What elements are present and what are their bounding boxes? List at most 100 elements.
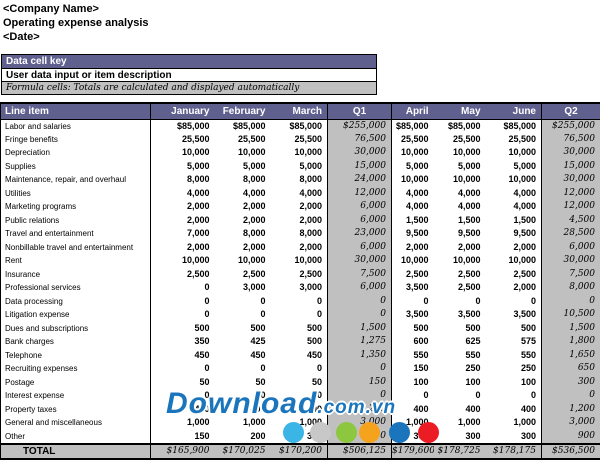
- month-value-cell[interactable]: 400: [306, 403, 322, 414]
- quarter-formula-cell[interactable]: 8,000: [541, 281, 600, 295]
- quarter-formula-cell[interactable]: 24,000: [327, 173, 392, 187]
- quarter-formula-cell[interactable]: 6,000: [541, 240, 600, 254]
- quarter-formula-cell[interactable]: 1,800: [541, 335, 600, 349]
- month-value-cell[interactable]: 10,000: [452, 255, 481, 266]
- month-value-cell[interactable]: 300: [520, 430, 536, 441]
- month-value-cell[interactable]: 25,500: [294, 133, 322, 144]
- total-value-cell[interactable]: $179,600: [391, 442, 434, 459]
- month-value-cell[interactable]: 10,000: [508, 174, 536, 185]
- month-value-cell[interactable]: 3,000: [242, 282, 266, 293]
- quarter-formula-cell[interactable]: 1,275: [327, 335, 392, 349]
- row-label-cell[interactable]: Recruiting expenses: [0, 362, 151, 376]
- month-value-cell[interactable]: 4,000: [513, 201, 536, 212]
- month-value-cell[interactable]: 4,000: [457, 187, 481, 198]
- quarter-formula-cell[interactable]: 300: [541, 375, 600, 389]
- month-value-cell[interactable]: 0: [423, 295, 429, 306]
- month-value-cell[interactable]: 4,000: [513, 187, 536, 198]
- row-label-cell[interactable]: Depreciation: [0, 146, 151, 160]
- row-label-cell[interactable]: Nonbillable travel and entertainment: [0, 240, 151, 254]
- quarter-formula-cell[interactable]: 12,000: [327, 186, 392, 200]
- total-value-cell[interactable]: $165,900: [150, 442, 215, 459]
- quarter-formula-cell[interactable]: 28,500: [541, 227, 600, 241]
- row-label-cell[interactable]: Fringe benefits: [0, 132, 151, 146]
- month-value-cell[interactable]: 550: [520, 349, 536, 360]
- quarter-formula-cell[interactable]: 1,500: [541, 321, 600, 335]
- quarter-formula-cell[interactable]: 30,000: [541, 146, 600, 160]
- month-value-cell[interactable]: $85,000: [395, 120, 429, 131]
- quarter-formula-cell[interactable]: 6,000: [327, 200, 392, 214]
- quarter-formula-cell[interactable]: 30,000: [327, 146, 392, 160]
- month-value-cell[interactable]: 400: [194, 403, 210, 414]
- month-value-cell[interactable]: 9,500: [457, 228, 481, 239]
- row-label-cell[interactable]: Public relations: [0, 213, 151, 227]
- quarter-formula-cell[interactable]: 12,000: [541, 200, 600, 214]
- quarter-formula-cell[interactable]: 6,000: [327, 281, 392, 295]
- quarter-formula-cell[interactable]: 0: [327, 308, 392, 322]
- month-value-cell[interactable]: 400: [413, 403, 429, 414]
- quarter-formula-cell[interactable]: 4,500: [541, 213, 600, 227]
- month-value-cell[interactable]: $85,000: [232, 120, 266, 131]
- month-value-cell[interactable]: 0: [204, 295, 210, 306]
- month-value-cell[interactable]: 4,000: [242, 187, 266, 198]
- total-value-cell[interactable]: $170,200: [270, 442, 328, 459]
- month-value-cell[interactable]: 0: [423, 390, 429, 401]
- month-value-cell[interactable]: 500: [194, 322, 210, 333]
- month-value-cell[interactable]: 350: [194, 336, 210, 347]
- row-label-cell[interactable]: Dues and subscriptions: [0, 321, 151, 335]
- row-label-cell[interactable]: Insurance: [0, 267, 151, 281]
- quarter-formula-cell[interactable]: 900: [541, 429, 600, 444]
- month-value-cell[interactable]: 1,000: [242, 417, 266, 428]
- month-value-cell[interactable]: 0: [204, 390, 210, 401]
- quarter-formula-cell[interactable]: 0: [541, 294, 600, 308]
- month-value-cell[interactable]: 0: [260, 390, 266, 401]
- month-value-cell[interactable]: 50: [255, 376, 266, 387]
- month-value-cell[interactable]: 2,000: [242, 214, 266, 225]
- row-label-cell[interactable]: General and miscellaneous: [0, 416, 151, 430]
- quarter-formula-cell[interactable]: 23,000: [327, 227, 392, 241]
- quarter-formula-cell[interactable]: 6,000: [327, 240, 392, 254]
- month-value-cell[interactable]: 8,000: [299, 174, 322, 185]
- row-label-cell[interactable]: Utilities: [0, 186, 151, 200]
- month-value-cell[interactable]: 625: [465, 336, 481, 347]
- month-value-cell[interactable]: 8,000: [186, 174, 210, 185]
- quarter-formula-cell[interactable]: 3,000: [541, 416, 600, 430]
- month-value-cell[interactable]: 100: [413, 376, 429, 387]
- month-value-cell[interactable]: 25,500: [508, 133, 536, 144]
- month-value-cell[interactable]: 3,000: [299, 282, 322, 293]
- month-value-cell[interactable]: 4,000: [405, 187, 429, 198]
- month-value-cell[interactable]: 9,500: [405, 228, 429, 239]
- month-value-cell[interactable]: 500: [250, 322, 266, 333]
- quarter-formula-cell[interactable]: 1,350: [327, 348, 392, 362]
- total-quarter-cell[interactable]: $536,500: [541, 442, 600, 459]
- total-quarter-cell[interactable]: $506,125: [327, 442, 392, 459]
- row-label-cell[interactable]: Professional services: [0, 281, 151, 295]
- month-value-cell[interactable]: 0: [316, 390, 322, 401]
- row-label-cell[interactable]: Property taxes: [0, 402, 151, 416]
- row-label-cell[interactable]: Telephone: [0, 348, 151, 362]
- month-value-cell[interactable]: 4,000: [405, 201, 429, 212]
- month-value-cell[interactable]: 150: [413, 363, 429, 374]
- month-value-cell[interactable]: 1,500: [405, 214, 429, 225]
- month-value-cell[interactable]: 1,000: [457, 417, 481, 428]
- month-value-cell[interactable]: 500: [465, 322, 481, 333]
- month-value-cell[interactable]: 500: [413, 322, 429, 333]
- month-value-cell[interactable]: 2,000: [242, 201, 266, 212]
- month-value-cell[interactable]: 0: [475, 390, 481, 401]
- month-value-cell[interactable]: 500: [306, 336, 322, 347]
- month-value-cell[interactable]: 450: [194, 349, 210, 360]
- total-value-cell[interactable]: $178,725: [433, 442, 486, 459]
- month-value-cell[interactable]: 150: [194, 430, 210, 441]
- month-value-cell[interactable]: 2,000: [186, 201, 210, 212]
- quarter-formula-cell[interactable]: 650: [327, 429, 392, 444]
- month-value-cell[interactable]: 10,000: [400, 147, 429, 158]
- month-value-cell[interactable]: $85,000: [289, 120, 322, 131]
- quarter-formula-cell[interactable]: 7,500: [327, 267, 392, 281]
- month-value-cell[interactable]: 3,500: [513, 309, 536, 320]
- row-label-cell[interactable]: Litigation expense: [0, 308, 151, 322]
- quarter-formula-cell[interactable]: 7,500: [541, 267, 600, 281]
- quarter-formula-cell[interactable]: 76,500: [327, 132, 392, 146]
- row-label-cell[interactable]: Maintenance, repair, and overhaul: [0, 173, 151, 187]
- month-value-cell[interactable]: 0: [204, 309, 210, 320]
- month-value-cell[interactable]: 10,000: [237, 255, 266, 266]
- month-value-cell[interactable]: 2,000: [457, 241, 481, 252]
